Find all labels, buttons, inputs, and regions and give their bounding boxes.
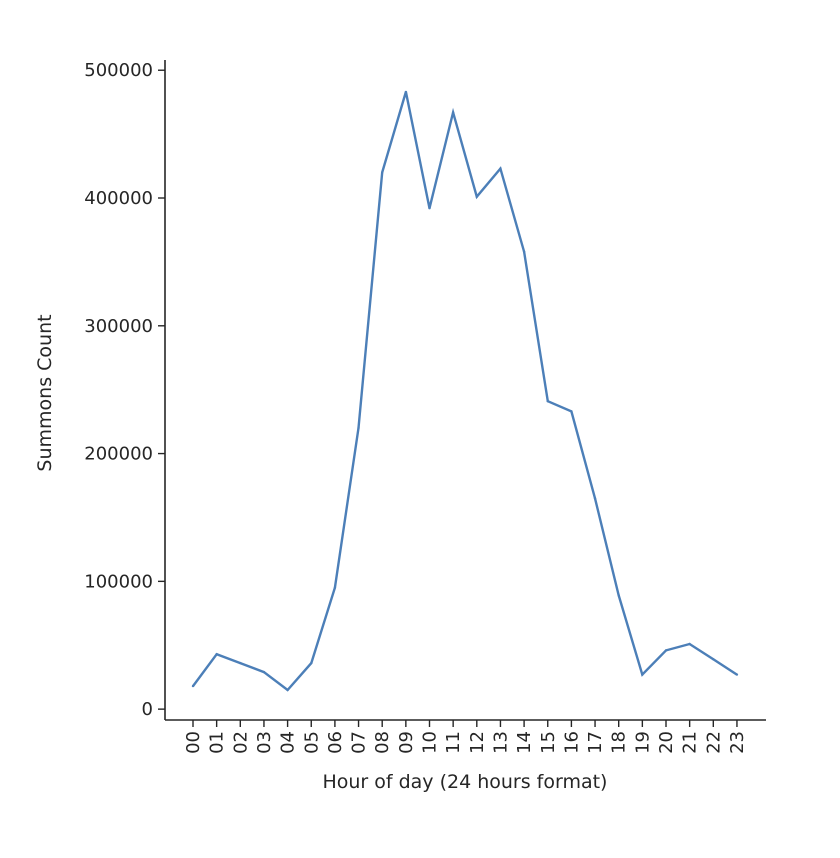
y-tick-label: 500000 <box>84 60 153 81</box>
x-tick-label: 20 <box>656 731 677 754</box>
y-tick-label: 200000 <box>84 444 153 465</box>
x-tick-label: 15 <box>538 731 559 754</box>
data-point <box>664 649 668 652</box>
x-axis-ticks: 00 01 02 03 04 05 06 07 08 09 10 11 12 13 14 15 16 17 18 19… <box>183 720 748 754</box>
x-tick-label: 23 <box>727 731 748 754</box>
x-tick-label: 22 <box>703 731 724 754</box>
data-point <box>688 642 691 646</box>
data-point <box>712 658 715 661</box>
y-tick-label: 100000 <box>84 571 153 592</box>
y-tick-label: 0 <box>142 699 153 720</box>
series-line <box>192 91 738 692</box>
data-point <box>617 594 620 597</box>
x-tick-label: 04 <box>278 731 299 754</box>
data-point <box>404 90 408 94</box>
data-point <box>357 426 360 430</box>
x-tick-label: 12 <box>467 731 488 754</box>
x-tick-label: 16 <box>561 731 582 754</box>
data-point <box>451 111 455 114</box>
x-tick-label: 18 <box>609 731 630 754</box>
data-point <box>262 670 266 674</box>
x-tick-label: 09 <box>396 731 417 754</box>
y-tick-label: 400000 <box>84 188 153 209</box>
data-point <box>641 673 644 676</box>
x-tick-label: 21 <box>680 731 701 754</box>
data-point <box>546 400 549 403</box>
x-tick-label: 17 <box>585 731 606 754</box>
data-point <box>735 673 739 676</box>
data-point <box>215 653 218 656</box>
x-tick-label: 11 <box>443 731 464 754</box>
x-tick-label: 03 <box>254 731 275 754</box>
x-tick-label: 14 <box>514 731 535 754</box>
x-tick-label: 06 <box>325 731 346 754</box>
x-tick-label: 01 <box>207 731 228 754</box>
data-point <box>286 688 289 692</box>
x-tick-label: 08 <box>372 731 393 754</box>
x-tick-label: 13 <box>490 731 511 754</box>
data-point <box>570 410 573 413</box>
data-point <box>310 661 313 665</box>
x-tick-label: 19 <box>632 731 653 754</box>
data-point <box>475 195 478 198</box>
y-tick-label: 300000 <box>84 316 153 337</box>
data-point <box>381 171 384 174</box>
x-axis-label: Hour of day (24 hours format) <box>322 771 607 793</box>
x-tick-label: 07 <box>349 731 370 754</box>
x-tick-label: 00 <box>183 731 204 754</box>
y-axis-ticks: 0 100000 200000 300000 400000 500000 <box>84 60 165 720</box>
data-point <box>522 250 526 253</box>
data-point <box>191 684 195 688</box>
data-point <box>593 497 597 500</box>
data-point <box>239 661 242 665</box>
x-tick-label: 10 <box>420 731 441 754</box>
y-axis-label: Summons Count <box>34 314 56 471</box>
data-point <box>333 586 337 589</box>
x-tick-label: 05 <box>301 731 322 754</box>
series-layer <box>191 90 739 692</box>
data-point <box>428 207 431 210</box>
x-tick-label: 02 <box>230 731 251 754</box>
data-point <box>499 167 502 170</box>
